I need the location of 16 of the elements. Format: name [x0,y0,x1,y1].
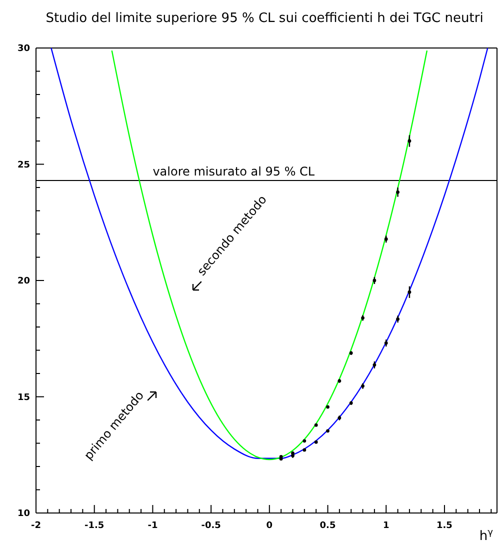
x-tick-label: 1 [382,521,390,531]
y-tick-label: 25 [17,160,30,170]
ref-line-label: valore misurato al 95 % CL [152,164,315,179]
x-tick-label: 1.5 [436,521,452,531]
x-tick-label: -1.5 [84,521,104,531]
x-axis-title: h$^{γ}$ [479,528,494,543]
x-tick-label: -0.5 [201,521,221,531]
y-tick-label: 20 [17,276,30,286]
y-tick-label: 30 [17,44,30,54]
y-tick-label: 10 [17,509,30,519]
chart-title: Studio del limite superiore 95 % CL sui coefficienti h dei TGC neutri [46,11,484,26]
x-tick-label: 0 [266,521,273,531]
y-tick-label: 15 [17,392,30,403]
x-tick-label: -1 [148,521,158,531]
x-tick-label: 0.5 [320,521,336,531]
x-tick-label: -2 [31,521,41,531]
